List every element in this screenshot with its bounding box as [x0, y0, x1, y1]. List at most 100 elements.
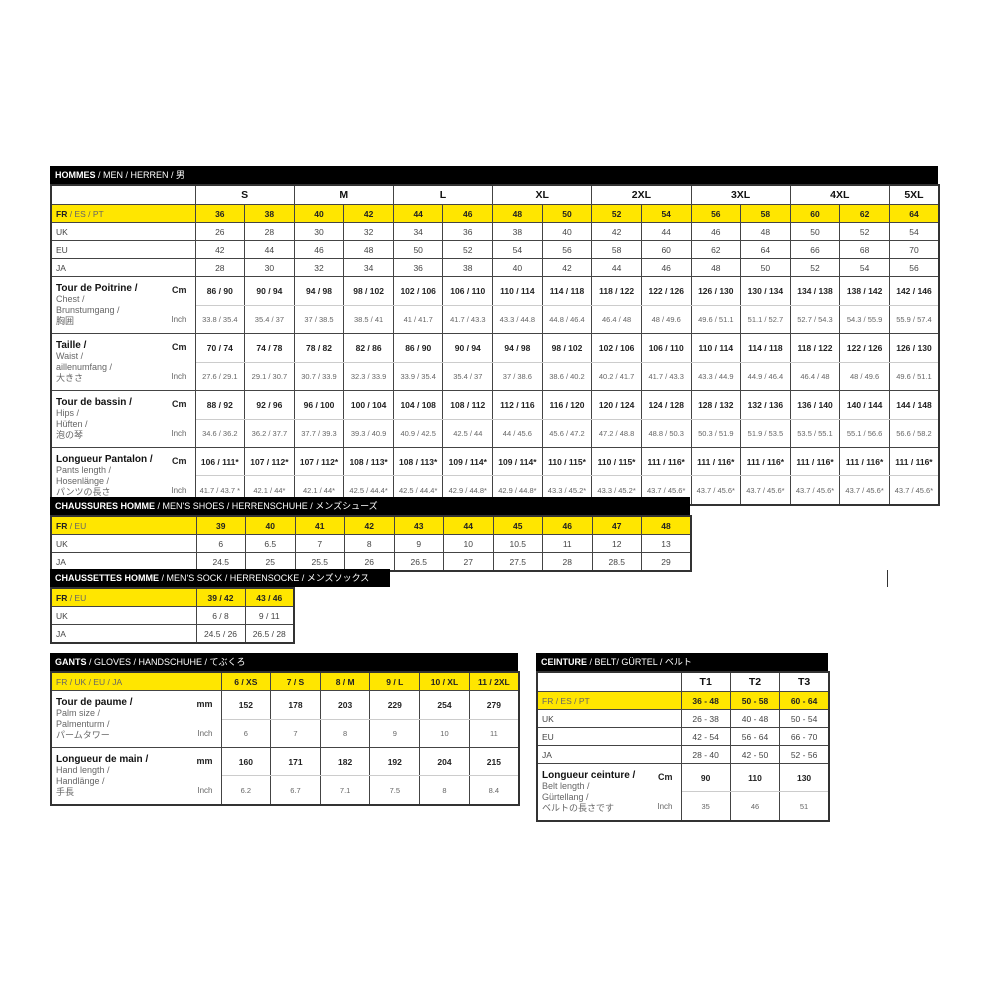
fr-size-row: FR / EU 39 40 41 42 43 44 45 46 47 48	[50, 515, 692, 535]
conversion-cell: 54	[888, 222, 940, 241]
conversion-cell: 56	[888, 258, 940, 277]
row-label: UK	[536, 709, 682, 728]
fr-size-cell: 58	[740, 204, 791, 223]
metric-value: 171	[270, 746, 321, 777]
inch-value: 32.3 / 33.9	[343, 362, 394, 391]
metric-value: 111 / 116*	[690, 446, 742, 477]
conversion-cell: 66	[789, 240, 841, 259]
metric-value: 229	[369, 690, 421, 720]
size-label-S: S	[194, 184, 295, 205]
section-title-bold: CHAUSSETTES HOMME	[55, 573, 160, 583]
inch-value: 37.7 / 39.3	[293, 419, 345, 448]
conversion-cell: 34	[392, 222, 444, 241]
inch-value: 37 / 38.5	[293, 305, 345, 334]
conversion-row-uk: UK 26 28 30 32 34 36 38 40 42 44 46 48 50 52 54	[50, 222, 940, 241]
empty-cell	[536, 671, 682, 692]
metric-value: 88 / 92	[194, 390, 246, 420]
fr-size-cell: 52	[591, 204, 642, 223]
inch-value: 9	[369, 719, 421, 748]
conversion-cell: 62	[690, 240, 742, 259]
metric-value: 203	[319, 690, 371, 720]
conversion-cell: 40 - 48	[729, 709, 781, 728]
fr-label-bold: FR	[56, 208, 68, 219]
conversion-cell: 6 / 8	[195, 606, 246, 625]
metric-value: 134 / 138	[789, 276, 841, 306]
conversion-cell: 40	[492, 258, 543, 277]
measure-label: Longueur de main / Hand length / Handlänge…	[50, 747, 222, 806]
socks-size-chart: CHAUSSETTES HOMME / MEN'S SOCK / HERRENS…	[50, 569, 390, 644]
inch-value: 46.4 / 48	[789, 362, 841, 391]
inch-value: 49.6 / 51.1	[690, 305, 742, 334]
fr-size-cell: 44	[443, 515, 494, 535]
fr-size-cell: 44	[392, 204, 444, 223]
conversion-cell: 6.5	[245, 534, 296, 553]
conversion-cell: 36	[392, 258, 444, 277]
metric-value: 106 / 110	[640, 333, 692, 363]
metric-value: 124 / 128	[640, 390, 692, 420]
fr-label-bold: FR	[56, 520, 68, 531]
conversion-cell: 42	[194, 240, 246, 259]
section-title-rest: / MEN'S SOCK / HERRENSOCKE / メンズソックス	[159, 573, 370, 583]
metric-value: 111 / 116*	[888, 446, 940, 477]
conversion-cell: 44	[640, 222, 692, 241]
metric-value: 70 / 74	[194, 333, 246, 363]
fr-row-label: FR / EU	[50, 587, 197, 607]
size-label-T3: T3	[779, 671, 830, 692]
conversion-cell: 9 / 11	[244, 606, 295, 625]
size-label-4XL: 4XL	[789, 184, 890, 205]
conversion-cell: 13	[641, 534, 692, 553]
metric-value: 112 / 116	[492, 390, 543, 420]
fr-label-bold: FR	[56, 592, 68, 603]
fr-size-cell: 41	[294, 515, 345, 535]
conversion-cell: 70	[888, 240, 940, 259]
metric-value: 78 / 82	[293, 333, 345, 363]
fr-size-cell: 11 / 2XL	[468, 671, 520, 691]
unit-inch: Inch	[171, 486, 187, 495]
inch-value: 7.1	[319, 775, 371, 806]
conversion-cell: 42	[591, 222, 642, 241]
conversion-cell: 42 - 50	[729, 745, 781, 764]
conversion-row-eu: EU 42 - 54 56 - 64 66 - 70	[536, 727, 830, 746]
unit-metric: Cm	[657, 772, 673, 782]
metric-value: 108 / 113*	[392, 446, 444, 477]
measure-translation: Handlänge /	[56, 776, 105, 786]
inch-value: 43.7 / 45.6*	[690, 475, 742, 506]
measure-title: Tour de paume /	[56, 697, 133, 708]
fr-size-cell: 42	[343, 204, 394, 223]
measure-translation: Pants length /	[56, 465, 112, 475]
measure-translation: Hand length /	[56, 765, 110, 775]
metric-value: 107 / 112*	[293, 446, 345, 477]
conversion-cell: 8	[344, 534, 395, 553]
metric-value: 109 / 114*	[442, 446, 494, 477]
inch-value: 54.3 / 55.9	[839, 305, 890, 334]
measure-title: Longueur ceinture /	[542, 770, 636, 781]
fr-size-cell: 42	[344, 515, 395, 535]
fr-size-cell: 6 / XS	[220, 671, 272, 691]
conversion-cell: 28	[244, 222, 295, 241]
conversion-cell: 52	[839, 222, 890, 241]
men-size-chart: HOMMES / MEN / HERREN / 男 S M L XL 2XL 3XL 4XL 5…	[50, 166, 940, 506]
conversion-cell: 28.5	[591, 552, 642, 572]
conversion-cell: 32	[343, 222, 394, 241]
fr-size-cell: 54	[640, 204, 692, 223]
inch-value: 38.5 / 41	[343, 305, 394, 334]
conversion-cell: 50 - 54	[779, 709, 830, 728]
inch-value: 55.9 / 57.4	[888, 305, 940, 334]
inch-value: 33.8 / 35.4	[194, 305, 246, 334]
inch-value: 27.6 / 29.1	[194, 362, 246, 391]
conversion-cell: 50	[740, 258, 791, 277]
measure-label: Tour de paume / Palm size / Palmenturm / パー…	[50, 690, 222, 748]
row-label: UK	[50, 222, 196, 241]
conversion-cell: 56	[541, 240, 593, 259]
metric-value: 144 / 148	[888, 390, 940, 420]
metric-value: 98 / 102	[541, 333, 593, 363]
fr-size-cell: 56	[690, 204, 742, 223]
inch-value: 48 / 49.6	[640, 305, 692, 334]
metric-value: 142 / 146	[888, 276, 940, 306]
metric-value: 110	[729, 762, 781, 793]
fr-label-rest: FR / UK / EU / JA	[56, 676, 123, 687]
conversion-cell: 11	[542, 534, 593, 553]
unit-inch: Inch	[197, 729, 213, 738]
measure-translation: 胸囲	[56, 316, 75, 326]
